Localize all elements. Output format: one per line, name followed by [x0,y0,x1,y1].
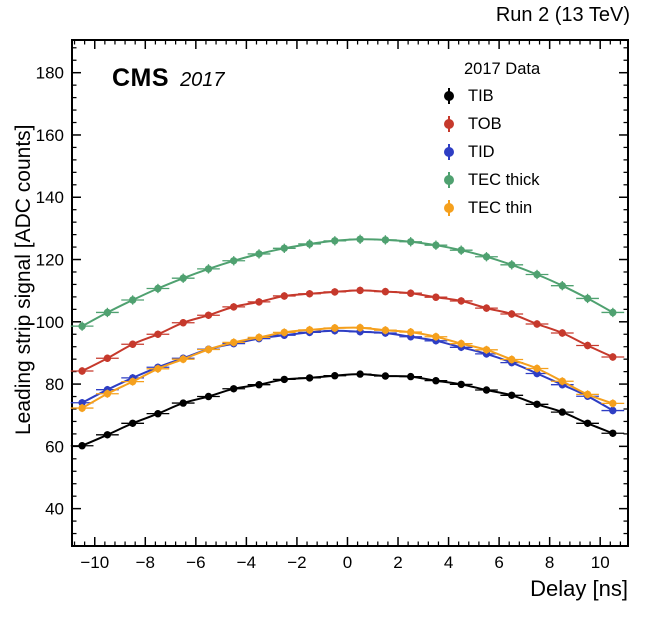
svg-text:180: 180 [36,64,64,83]
svg-text:8: 8 [545,553,554,572]
svg-text:−10: −10 [80,553,109,572]
legend-item-tob: TOB [440,110,630,138]
era-label: 2017 [180,69,225,91]
svg-text:−8: −8 [136,553,155,572]
legend-label: TOB [468,114,502,133]
cms-label: CMS [112,64,170,92]
experiment-label-block: CMS 2017 [112,64,225,93]
svg-text:100: 100 [36,313,64,332]
svg-text:140: 140 [36,188,64,207]
legend-item-tib: TIB [440,82,630,110]
run-energy-label: Run 2 (13 TeV) [495,4,630,26]
legend-label: TIB [468,86,494,105]
legend-title: 2017 Data [464,60,541,78]
svg-text:−4: −4 [237,553,256,572]
legend: 2017 Data TIB TOB TID TEC thick TEC thin [440,56,630,222]
tib-marker-icon [442,86,456,106]
svg-text:2: 2 [393,553,402,572]
svg-text:120: 120 [36,251,64,270]
svg-text:6: 6 [494,553,503,572]
svg-text:0: 0 [343,553,352,572]
legend-label: TID [468,142,495,161]
tec-thin-marker-icon [442,198,456,218]
tob-marker-icon [442,114,456,134]
svg-text:40: 40 [45,500,64,519]
svg-text:4: 4 [444,553,453,572]
svg-text:60: 60 [45,437,64,456]
svg-text:10: 10 [591,553,610,572]
x-axis-title: Delay [ns] [530,576,628,601]
tec-thick-marker-icon [442,170,456,190]
y-axis-title: Leading strip signal [ADC counts] [12,124,35,436]
legend-item-tec-thick: TEC thick [440,166,630,194]
legend-item-tec-thin: TEC thin [440,194,630,222]
legend-label: TEC thin [468,198,533,217]
svg-text:80: 80 [45,375,64,394]
svg-text:160: 160 [36,126,64,145]
legend-item-tid: TID [440,138,630,166]
legend-label: TEC thick [468,170,540,189]
tid-marker-icon [442,142,456,162]
svg-text:−6: −6 [186,553,205,572]
svg-text:−2: −2 [287,553,306,572]
